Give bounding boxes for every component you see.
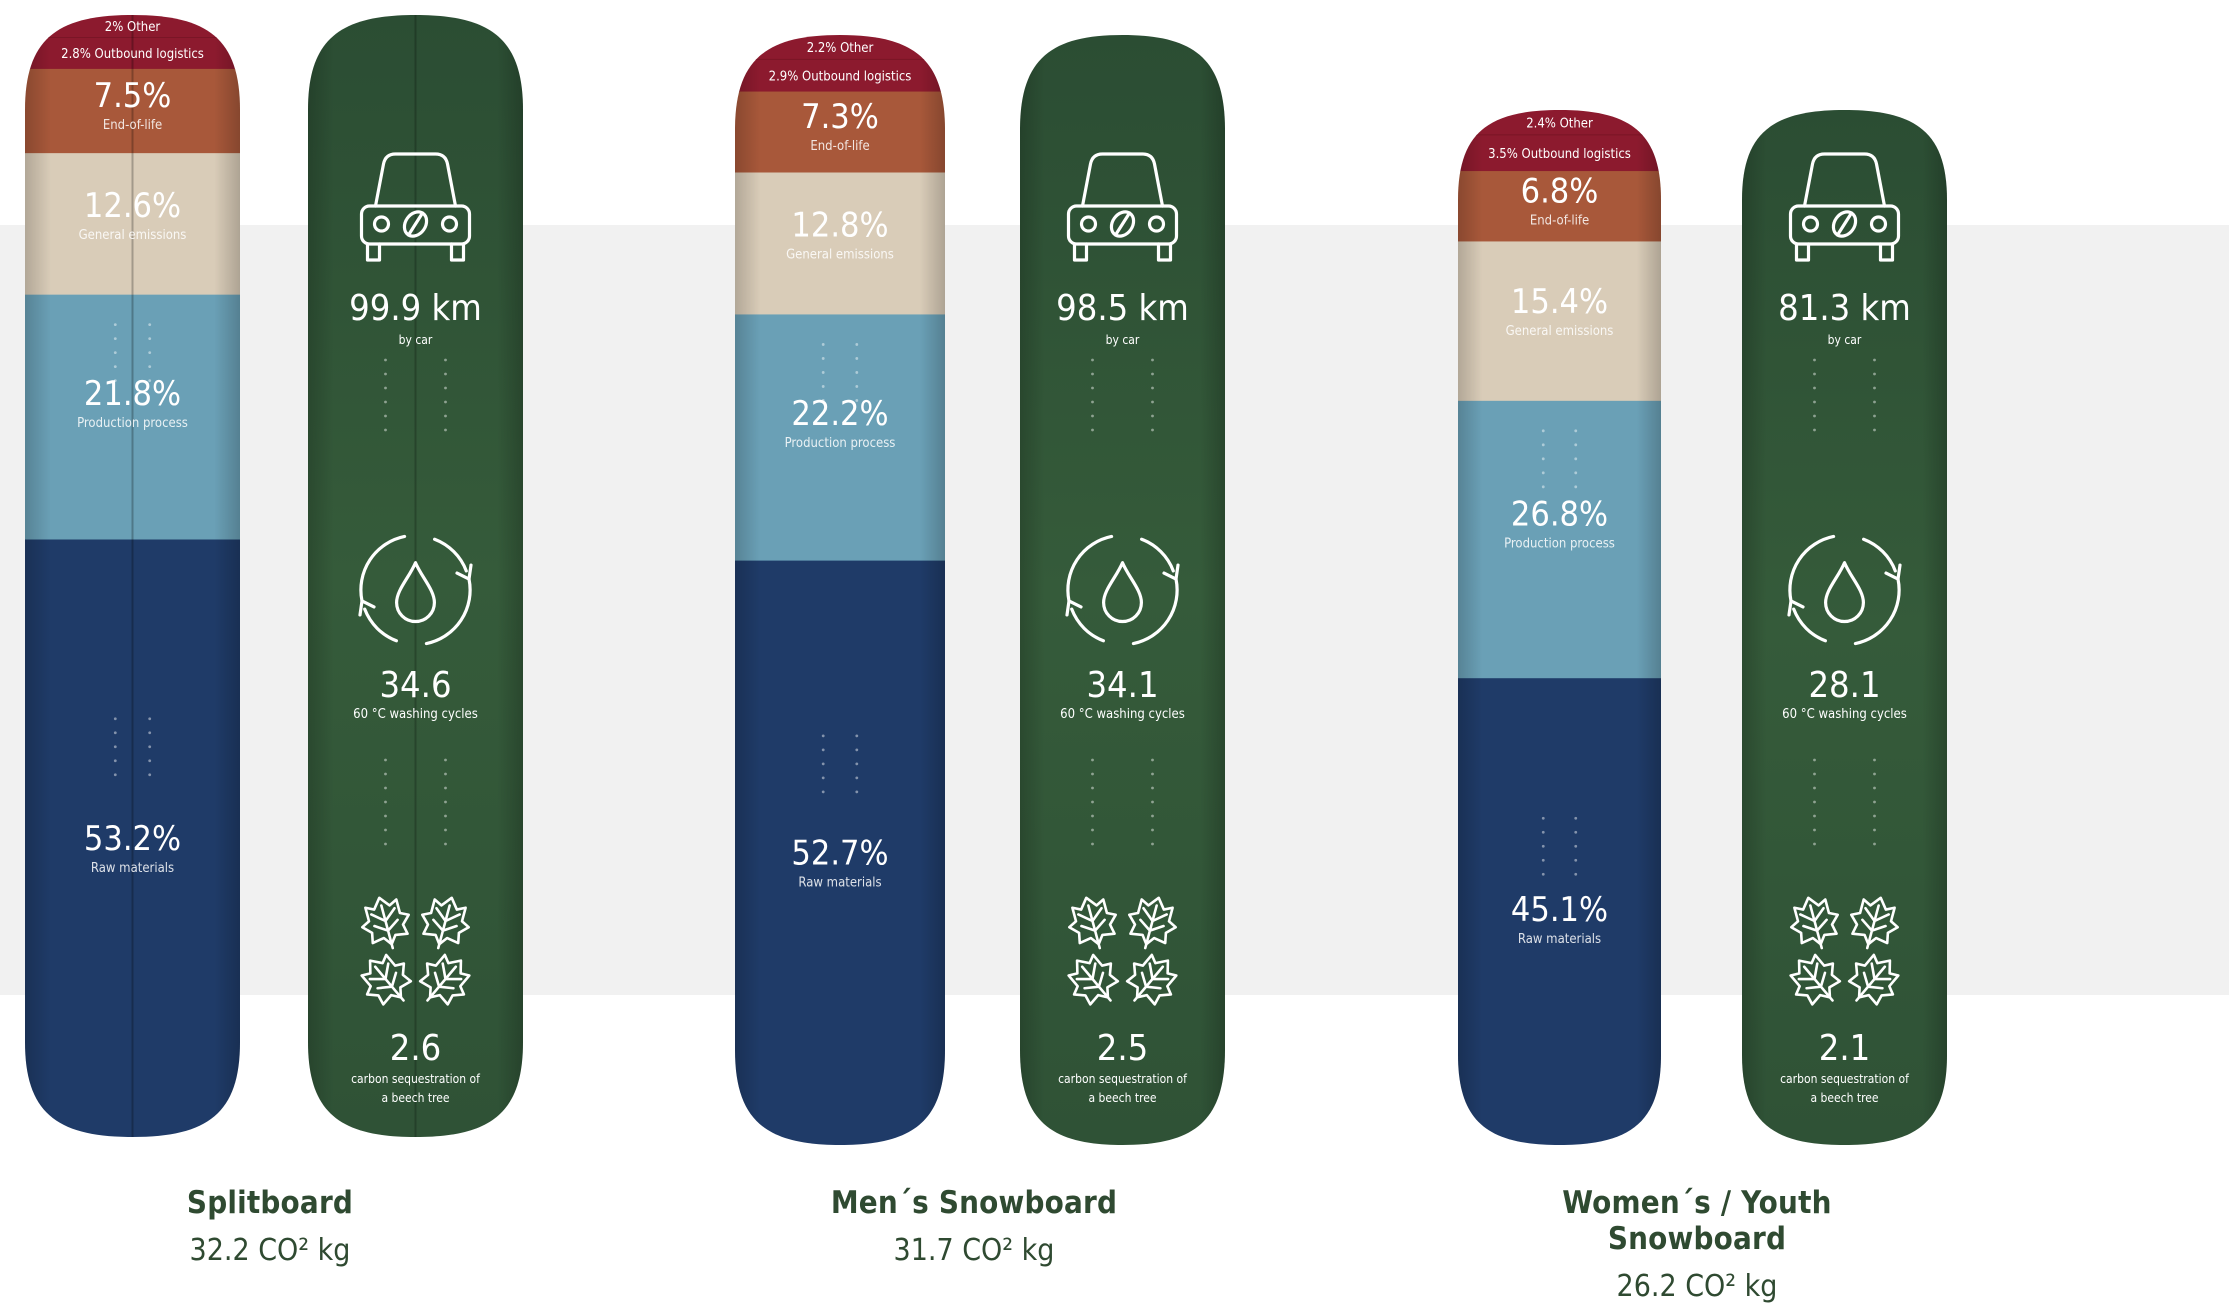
segment-value-raw-materials: 53.2% bbox=[84, 819, 181, 859]
equivalent-value-tree: 2.1 bbox=[1819, 1028, 1871, 1069]
segment-label-outbound-logistics: 2.9% Outbound logistics bbox=[769, 69, 912, 84]
segment-label-general-emissions: General emissions bbox=[786, 247, 894, 262]
segment-value-raw-materials: 52.7% bbox=[791, 833, 888, 873]
segment-label-raw-materials: Raw materials bbox=[1518, 932, 1601, 947]
equivalent-label-washing: 60 °C washing cycles bbox=[353, 707, 478, 722]
equivalent-value-car: 98.5 km bbox=[1056, 288, 1189, 329]
caption-womens-youth-snowboard: Women´s / Youth Snowboard 26.2 CO² kg bbox=[1487, 1185, 1907, 1304]
segment-value-general-emissions: 12.6% bbox=[84, 186, 181, 226]
equivalent-label-car: by car bbox=[1828, 333, 1862, 347]
equivalent-value-tree: 2.5 bbox=[1097, 1028, 1149, 1069]
segment-value-general-emissions: 12.8% bbox=[791, 205, 888, 245]
segment-label-other: 2.4% Other bbox=[1526, 116, 1593, 131]
segment-value-end-of-life: 7.5% bbox=[94, 76, 172, 116]
equivalent-value-car: 99.9 km bbox=[349, 288, 482, 329]
leaves-icon bbox=[1789, 896, 1900, 1006]
equivalent-label-tree: carbon sequestration of a beech tree bbox=[1058, 1072, 1188, 1105]
chart-mens-snowboard: 2.2% Other 2.9% Outbound logistics 7.3% End… bbox=[735, 35, 1225, 1145]
segment-value-raw-materials: 45.1% bbox=[1511, 890, 1608, 930]
board-total: 32.2 CO² kg bbox=[189, 1233, 351, 1268]
board-total: 31.7 CO² kg bbox=[893, 1233, 1055, 1268]
equivalent-label-car: by car bbox=[399, 333, 433, 347]
equivalent-value-car: 81.3 km bbox=[1778, 288, 1911, 329]
segment-label-production-process: Production process bbox=[1504, 537, 1615, 552]
equivalent-label-washing: 60 °C washing cycles bbox=[1782, 707, 1907, 722]
segment-value-end-of-life: 7.3% bbox=[801, 97, 879, 137]
washing-cycle-icon bbox=[358, 534, 473, 646]
segment-value-production-process: 26.8% bbox=[1511, 495, 1608, 535]
equivalent-value-washing: 34.6 bbox=[379, 665, 451, 706]
board-name: Splitboard bbox=[186, 1185, 354, 1221]
equivalent-label-tree: carbon sequestration of a beech tree bbox=[351, 1072, 481, 1105]
segment-label-raw-materials: Raw materials bbox=[91, 861, 174, 876]
segment-label-end-of-life: End-of-life bbox=[810, 139, 869, 154]
equivalent-value-tree: 2.6 bbox=[390, 1028, 442, 1069]
segment-label-production-process: Production process bbox=[785, 436, 896, 451]
equivalent-value-washing: 28.1 bbox=[1808, 665, 1880, 706]
caption-splitboard: Splitboard 32.2 CO² kg bbox=[60, 1185, 480, 1268]
segment-label-production-process: Production process bbox=[77, 416, 188, 431]
car-icon bbox=[1788, 152, 1901, 262]
washing-cycle-icon bbox=[1065, 534, 1180, 646]
segment-label-outbound-logistics: 2.8% Outbound logistics bbox=[61, 47, 204, 62]
car-icon bbox=[359, 152, 472, 262]
segment-label-end-of-life: End-of-life bbox=[1530, 214, 1589, 229]
equivalent-label-car: by car bbox=[1106, 333, 1140, 347]
car-icon bbox=[1066, 152, 1179, 262]
board-name: Women´s / Youth Snowboard bbox=[1562, 1185, 1832, 1257]
segment-label-other: 2.2% Other bbox=[807, 41, 874, 56]
chart-womens-youth-snowboard: 2.4% Other 3.5% Outbound logistics 6.8% End… bbox=[1458, 110, 1947, 1145]
segment-label-end-of-life: End-of-life bbox=[103, 118, 162, 133]
segment-value-general-emissions: 15.4% bbox=[1511, 282, 1608, 322]
washing-cycle-icon bbox=[1787, 534, 1902, 646]
segment-label-outbound-logistics: 3.5% Outbound logistics bbox=[1488, 147, 1631, 162]
board-total: 26.2 CO² kg bbox=[1616, 1269, 1778, 1304]
segment-label-general-emissions: General emissions bbox=[79, 228, 187, 243]
segment-value-end-of-life: 6.8% bbox=[1521, 172, 1599, 212]
segment-value-production-process: 22.2% bbox=[791, 394, 888, 434]
leaves-icon bbox=[360, 896, 471, 1006]
segment-value-production-process: 21.8% bbox=[84, 374, 181, 414]
segment-label-raw-materials: Raw materials bbox=[798, 875, 881, 890]
leaves-icon bbox=[1067, 896, 1178, 1006]
chart-splitboard: 2% Other 2.8% Outbound logistics 7.5% End-o… bbox=[25, 15, 523, 1137]
caption-mens-snowboard: Men´s Snowboard 31.7 CO² kg bbox=[764, 1185, 1184, 1268]
segment-label-other: 2% Other bbox=[105, 20, 161, 35]
equivalent-value-washing: 34.1 bbox=[1086, 665, 1158, 706]
segment-label-general-emissions: General emissions bbox=[1506, 324, 1614, 339]
board-name: Men´s Snowboard bbox=[830, 1185, 1118, 1221]
equivalent-label-tree: carbon sequestration of a beech tree bbox=[1780, 1072, 1910, 1105]
equivalent-label-washing: 60 °C washing cycles bbox=[1060, 707, 1185, 722]
